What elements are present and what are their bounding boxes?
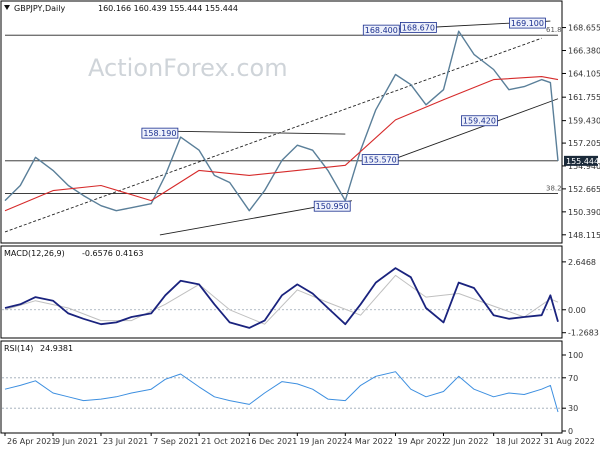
rsi-ytick-label: 30 <box>568 404 578 413</box>
price-callout-box <box>141 127 179 139</box>
price-callout: 169.100 <box>509 17 546 29</box>
price-callout-box <box>399 22 437 33</box>
price-callout-label: 169.100 <box>511 19 544 28</box>
price-callout-label: 150.950 <box>316 202 349 211</box>
price-header: GBPJPY,Daily 160.166 160.439 155.444 155… <box>4 4 238 13</box>
x-tick-label: 7 Sep 2021 <box>153 437 199 446</box>
price-callout-label: 158.190 <box>143 129 176 138</box>
price-ytick-label: 166.380 <box>568 47 600 56</box>
x-tick-label: 26 Apr 2021 <box>7 437 56 446</box>
current-price-marker: 155.444 <box>564 155 599 166</box>
price-ytick-label: 152.665 <box>568 185 600 194</box>
price-ytick-label: 154.940 <box>568 162 600 171</box>
macd-layer: 2.6468 0.00 -1.2683 <box>2 258 599 338</box>
x-tick-label: 9 Jun 2021 <box>55 437 98 446</box>
x-tick-label: 2 Jun 2022 <box>445 437 488 446</box>
rsi-header: RSI(14) 24.9381 <box>4 344 73 353</box>
price-callout: 159.420 <box>461 115 498 127</box>
price-callout: 155.570 <box>361 154 399 165</box>
current-price-label: 155.444 <box>566 157 599 166</box>
rsi-ytick-label: 100 <box>568 351 583 360</box>
rsi-series-rsi <box>4 371 559 413</box>
x-tick-label: 31 Aug 2022 <box>544 437 595 446</box>
rsi-values: 24.9381 <box>40 344 73 353</box>
price-ytick-label: 159.430 <box>568 117 600 126</box>
macd-ytick-label: 2.6468 <box>568 258 596 267</box>
current-price-box <box>564 155 598 166</box>
price-ytick-label: 161.755 <box>568 93 600 102</box>
price-callout-box <box>313 200 351 212</box>
price-callout-label: 159.420 <box>463 117 496 126</box>
rsi-ytick-label: 70 <box>568 374 578 383</box>
rsi-layer: 100 70 30 0 <box>2 351 583 436</box>
x-tick-label: 19 Apr 2022 <box>397 437 446 446</box>
macd-ytick-label: -1.2683 <box>568 329 599 338</box>
macd-header: MACD(12,26,9) -0.6576 0.4163 <box>4 249 143 258</box>
price-callout-box <box>362 24 400 36</box>
watermark: ActionForex.com <box>88 54 288 82</box>
level-label-horizontal-38.2: 38.2 <box>546 185 562 193</box>
price-callout-label: 168.670 <box>402 23 435 32</box>
macd-ytick-label: 0.00 <box>568 306 586 315</box>
x-tick-label: 23 Jul 2021 <box>103 437 148 446</box>
x-tick-label: 19 Jan 2022 <box>299 437 347 446</box>
macd-series-signal <box>4 274 559 325</box>
ohlc-values: 160.166 160.439 155.444 155.444 <box>98 4 238 13</box>
price-callout: 150.950 <box>313 200 351 212</box>
macd-series-macd <box>4 267 559 329</box>
rsi-ytick-label: 0 <box>568 427 573 436</box>
macd-title: MACD(12,26,9) <box>4 249 65 258</box>
price-ytick-label: 150.390 <box>568 208 600 217</box>
price-layer: 168.655 166.380 164.105 161.755 159.430 157.2… <box>4 17 600 240</box>
x-tick-label: 4 Mar 2022 <box>347 437 393 446</box>
price-callout-box <box>461 115 498 127</box>
price-callout-label: 168.400 <box>365 26 398 35</box>
price-callout: 168.400 <box>362 24 400 36</box>
collapse-triangle-icon[interactable] <box>4 5 10 10</box>
trendline-resistance-158 <box>159 130 346 135</box>
rsi-panel-frame <box>0 340 563 434</box>
price-callout-box <box>509 17 546 29</box>
price-callout: 168.670 <box>399 22 437 33</box>
price-ytick-label: 157.205 <box>568 139 600 148</box>
price-ytick-label: 168.655 <box>568 24 600 33</box>
price-ytick-label: 148.115 <box>568 231 600 240</box>
x-tick-label: 6 Dec 2021 <box>251 437 297 446</box>
x-tick-label: 21 Oct 2021 <box>201 437 250 446</box>
trendline-lower-rising-support-2 <box>387 98 559 162</box>
price-series-ma <box>4 76 559 212</box>
price-series-price <box>4 30 559 212</box>
price-callout-label: 155.570 <box>364 156 397 165</box>
price-callout-box <box>361 154 399 165</box>
rsi-title: RSI(14) <box>4 344 33 353</box>
level-label-horizontal-61.8: 61.8 <box>546 26 562 34</box>
trendline-upper-dashed-channel <box>4 37 542 233</box>
price-callout: 158.190 <box>141 127 179 139</box>
price-title: GBPJPY,Daily <box>14 4 65 13</box>
price-ytick-label: 164.105 <box>568 69 600 78</box>
macd-values: -0.6576 0.4163 <box>82 249 143 258</box>
x-tick-label: 18 Jul 2022 <box>496 437 541 446</box>
